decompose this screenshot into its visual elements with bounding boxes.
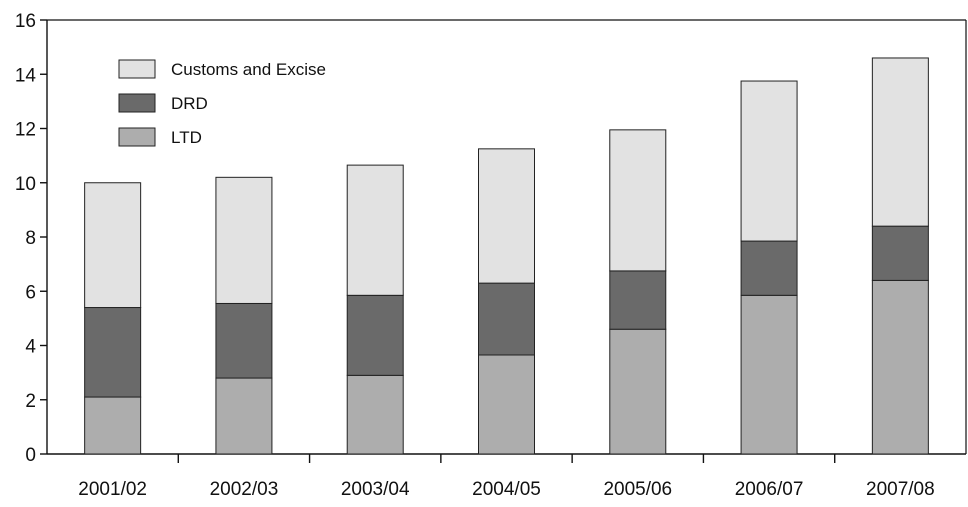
bar-segment-ltd: [84, 396, 142, 455]
bars: [84, 57, 929, 455]
bar-segment-drd: [609, 270, 667, 330]
y-tick-label: 16: [15, 11, 36, 32]
legend-swatch-ltd: [118, 127, 156, 147]
y-tick-label: 4: [25, 337, 36, 358]
x-tick-label: 2003/04: [341, 479, 410, 500]
y-tick-label: 2: [25, 391, 36, 412]
bar-segment-ltd: [609, 328, 667, 455]
bar-segment-drd: [346, 294, 404, 376]
x-tick-label: 2001/02: [78, 479, 147, 500]
bar-segment-customs-and-excise: [478, 148, 535, 284]
x-tick-label: 2002/03: [210, 479, 279, 500]
bar-segment-ltd: [346, 374, 404, 455]
bar-segment-drd: [740, 240, 798, 296]
bar-segment-ltd: [740, 294, 798, 455]
y-tick-label: 8: [25, 228, 36, 249]
y-tick-label: 0: [25, 445, 36, 466]
bar-segment-drd: [478, 282, 535, 356]
bar-segment-drd: [871, 225, 929, 281]
bar-segment-customs-and-excise: [609, 129, 667, 272]
bar-segment-customs-and-excise: [740, 80, 798, 242]
bar-segment-ltd: [215, 377, 273, 455]
bar-segment-drd: [84, 307, 142, 398]
x-tick-label: 2007/08: [866, 479, 935, 500]
bar-segment-customs-and-excise: [871, 57, 929, 227]
x-tick-label: 2004/05: [472, 479, 541, 500]
legend-swatch-customs-and-excise: [118, 59, 156, 79]
legend: Customs and Excise DRD LTD: [118, 59, 326, 147]
bar-segment-customs-and-excise: [84, 182, 142, 309]
legend-label-ltd: LTD: [171, 128, 202, 147]
bar-segment-ltd: [871, 279, 929, 455]
bar-segment-customs-and-excise: [215, 176, 273, 304]
bar-segment-ltd: [478, 354, 535, 455]
legend-label-customs-and-excise: Customs and Excise: [171, 60, 326, 79]
y-tick-label: 10: [15, 174, 36, 195]
legend-swatch-drd: [118, 93, 156, 113]
x-tick-label: 2005/06: [603, 479, 672, 500]
y-tick-label: 6: [25, 282, 36, 303]
y-tick-label: 14: [15, 65, 37, 86]
x-tick-label: 2006/07: [735, 479, 804, 500]
bar-segment-customs-and-excise: [346, 164, 404, 296]
axes: 0 2 4 6 8 10 12 14 16 2001/02 2002/03 2003/04 2004/0…: [15, 11, 967, 500]
legend-label-drd: DRD: [171, 94, 208, 113]
y-tick-label: 12: [15, 120, 36, 141]
bar-segment-drd: [215, 302, 273, 379]
